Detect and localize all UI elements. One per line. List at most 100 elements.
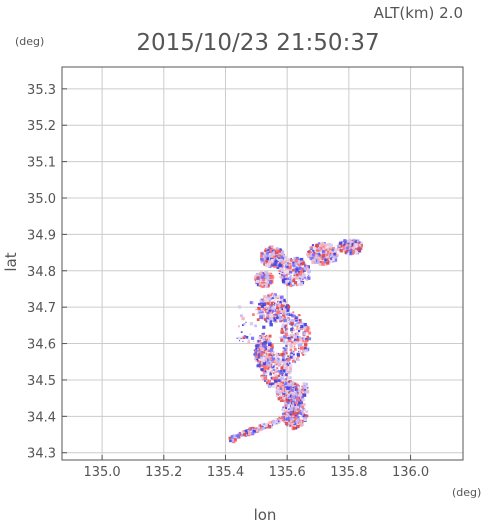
- echo-point: [298, 393, 303, 397]
- echo-point: [264, 263, 268, 267]
- echo-point: [285, 352, 288, 355]
- echo-point: [268, 276, 270, 279]
- echo-point: [297, 398, 300, 402]
- echo-point: [295, 316, 298, 320]
- echo-point: [250, 431, 255, 436]
- echo-point: [332, 250, 336, 253]
- echo-point: [272, 315, 275, 318]
- echo-point: [339, 241, 343, 245]
- echo-point: [271, 363, 274, 365]
- echo-point: [358, 241, 361, 244]
- echo-point: [292, 356, 296, 360]
- echo-point: [276, 310, 281, 315]
- echo-point: [270, 370, 273, 373]
- echo-point: [290, 416, 292, 419]
- echo-point: [308, 274, 310, 277]
- echo-point: [262, 339, 266, 343]
- echo-point: [291, 404, 295, 408]
- echo-point: [297, 401, 301, 405]
- ticks: 135.0 135.2 135.4 135.6 135.8 136.0 34.3 34.4 34…: [27, 83, 429, 480]
- echo-point: [289, 397, 292, 400]
- echo-point: [281, 323, 284, 326]
- echo-point: [304, 329, 307, 333]
- echo-point: [288, 264, 290, 267]
- x-tick-label: 136.0: [392, 465, 429, 480]
- echo-point: [276, 375, 279, 378]
- echo-point: [272, 367, 274, 369]
- echo-point: [245, 321, 247, 323]
- echo-point: [259, 356, 263, 360]
- echo-point: [348, 247, 351, 250]
- echo-point: [273, 302, 276, 304]
- echo-point: [289, 333, 293, 337]
- echo-point: [261, 317, 264, 320]
- echo-point: [289, 354, 291, 357]
- echo-point: [260, 304, 264, 308]
- echo-point: [272, 255, 276, 259]
- echo-point: [344, 251, 348, 255]
- echo-point: [338, 248, 340, 251]
- echo-point: [304, 408, 306, 410]
- echo-point: [334, 248, 338, 252]
- echo-point: [286, 347, 288, 349]
- echo-point: [264, 335, 267, 338]
- echo-point: [282, 264, 284, 266]
- echo-point: [298, 336, 301, 339]
- echo-point: [270, 294, 272, 297]
- echo-point: [349, 251, 352, 254]
- echo-point: [292, 268, 295, 272]
- echo-point: [267, 350, 269, 352]
- echo-point: [285, 408, 288, 411]
- echo-point: [261, 341, 263, 343]
- echo-point: [259, 299, 263, 303]
- echo-point: [230, 438, 234, 442]
- echo-point: [278, 365, 280, 367]
- echo-point: [255, 360, 258, 362]
- echo-point: [260, 278, 264, 282]
- echo-point: [280, 380, 282, 382]
- echo-point: [273, 262, 277, 266]
- echo-point: [287, 391, 291, 394]
- echo-point: [288, 376, 292, 379]
- echo-point: [249, 333, 252, 336]
- echo-point: [339, 249, 343, 253]
- echo-point: [350, 245, 353, 248]
- echo-point: [327, 242, 331, 247]
- echo-point: [282, 315, 286, 319]
- echo-point: [271, 419, 276, 424]
- radar-echo-points: [228, 238, 363, 444]
- echo-point: [312, 246, 317, 250]
- echo-point: [295, 256, 299, 261]
- echo-point: [282, 383, 284, 386]
- echo-point: [288, 386, 292, 390]
- echo-point: [325, 255, 329, 259]
- echo-point: [278, 361, 282, 365]
- echo-point: [258, 347, 261, 350]
- echo-point: [243, 432, 247, 437]
- echo-point: [255, 349, 259, 353]
- echo-point: [346, 246, 349, 250]
- echo-point: [260, 303, 263, 306]
- echo-point: [333, 258, 338, 262]
- echo-point: [321, 245, 324, 247]
- echo-point: [277, 363, 280, 366]
- echo-point: [243, 335, 247, 338]
- y-tick-label: 34.4: [27, 410, 56, 425]
- echo-point: [253, 427, 257, 431]
- echo-point: [275, 368, 278, 372]
- echo-point: [285, 414, 289, 418]
- echo-point: [268, 356, 272, 360]
- echo-point: [264, 279, 268, 283]
- echo-point: [281, 384, 284, 388]
- echo-point: [279, 359, 282, 362]
- echo-point: [324, 242, 326, 244]
- echo-point: [265, 379, 268, 382]
- echo-point: [272, 365, 275, 368]
- echo-point: [273, 354, 275, 356]
- echo-point: [266, 248, 269, 251]
- echo-point: [264, 338, 267, 341]
- echo-point: [261, 333, 263, 335]
- echo-point: [268, 350, 270, 352]
- echo-point: [303, 276, 307, 279]
- echo-point: [329, 252, 332, 255]
